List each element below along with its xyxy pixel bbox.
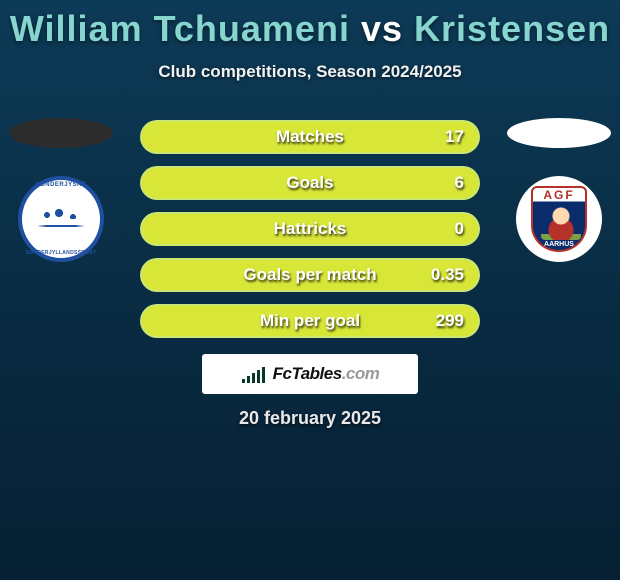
footer-date: 20 february 2025 — [0, 408, 620, 429]
right-column: AGF AARHUS — [504, 118, 614, 262]
stat-value-right: 0.35 — [431, 265, 464, 285]
badge-left-text-bottom: SØNDERJYLLANDSSPORT — [26, 250, 97, 256]
vs-label: vs — [361, 8, 403, 49]
stat-label: Min per goal — [260, 311, 360, 331]
brand-text: FcTables.com — [273, 364, 380, 384]
player-right-photo-placeholder — [507, 118, 611, 148]
subtitle: Club competitions, Season 2024/2025 — [0, 62, 620, 82]
bars-icon — [241, 365, 267, 383]
player-left-photo-placeholder — [9, 118, 113, 148]
team-badge-right: AGF AARHUS — [516, 176, 602, 262]
stat-label: Hattricks — [274, 219, 347, 239]
brand-logo[interactable]: FcTables.com — [202, 354, 418, 394]
shield-label-top: AGF — [533, 188, 585, 202]
stat-row-hattricks: Hattricks 0 — [140, 212, 480, 246]
stats-list: Matches 17 Goals 6 Hattricks 0 Goals per… — [140, 120, 480, 350]
stat-value-right: 6 — [455, 173, 464, 193]
comparison-card: William Tchuameni vs Kristensen Club com… — [0, 0, 620, 580]
stat-value-right: 17 — [445, 127, 464, 147]
stat-label: Goals per match — [243, 265, 376, 285]
stat-row-min-per-goal: Min per goal 299 — [140, 304, 480, 338]
left-column: SØNDERJYSKE SØNDERJYLLANDSSPORT — [6, 118, 116, 262]
brand-text-suffix: .com — [342, 364, 380, 383]
brand-text-main: FcTables — [273, 364, 342, 383]
stat-label: Goals — [286, 173, 333, 193]
shield-label-bottom: AARHUS — [533, 241, 585, 248]
badge-left-text-top: SØNDERJYSKE — [36, 182, 87, 188]
stat-row-goals: Goals 6 — [140, 166, 480, 200]
stat-row-goals-per-match: Goals per match 0.35 — [140, 258, 480, 292]
stat-row-matches: Matches 17 — [140, 120, 480, 154]
page-title: William Tchuameni vs Kristensen — [0, 0, 620, 50]
stat-value-right: 0 — [455, 219, 464, 239]
badge-left-wave-icon — [37, 207, 85, 231]
player-right-name: Kristensen — [414, 8, 610, 49]
stat-label: Matches — [276, 127, 344, 147]
team-badge-left: SØNDERJYSKE SØNDERJYLLANDSSPORT — [18, 176, 104, 262]
stat-value-right: 299 — [436, 311, 464, 331]
shield-icon: AGF AARHUS — [531, 186, 587, 252]
player-left-name: William Tchuameni — [10, 8, 350, 49]
